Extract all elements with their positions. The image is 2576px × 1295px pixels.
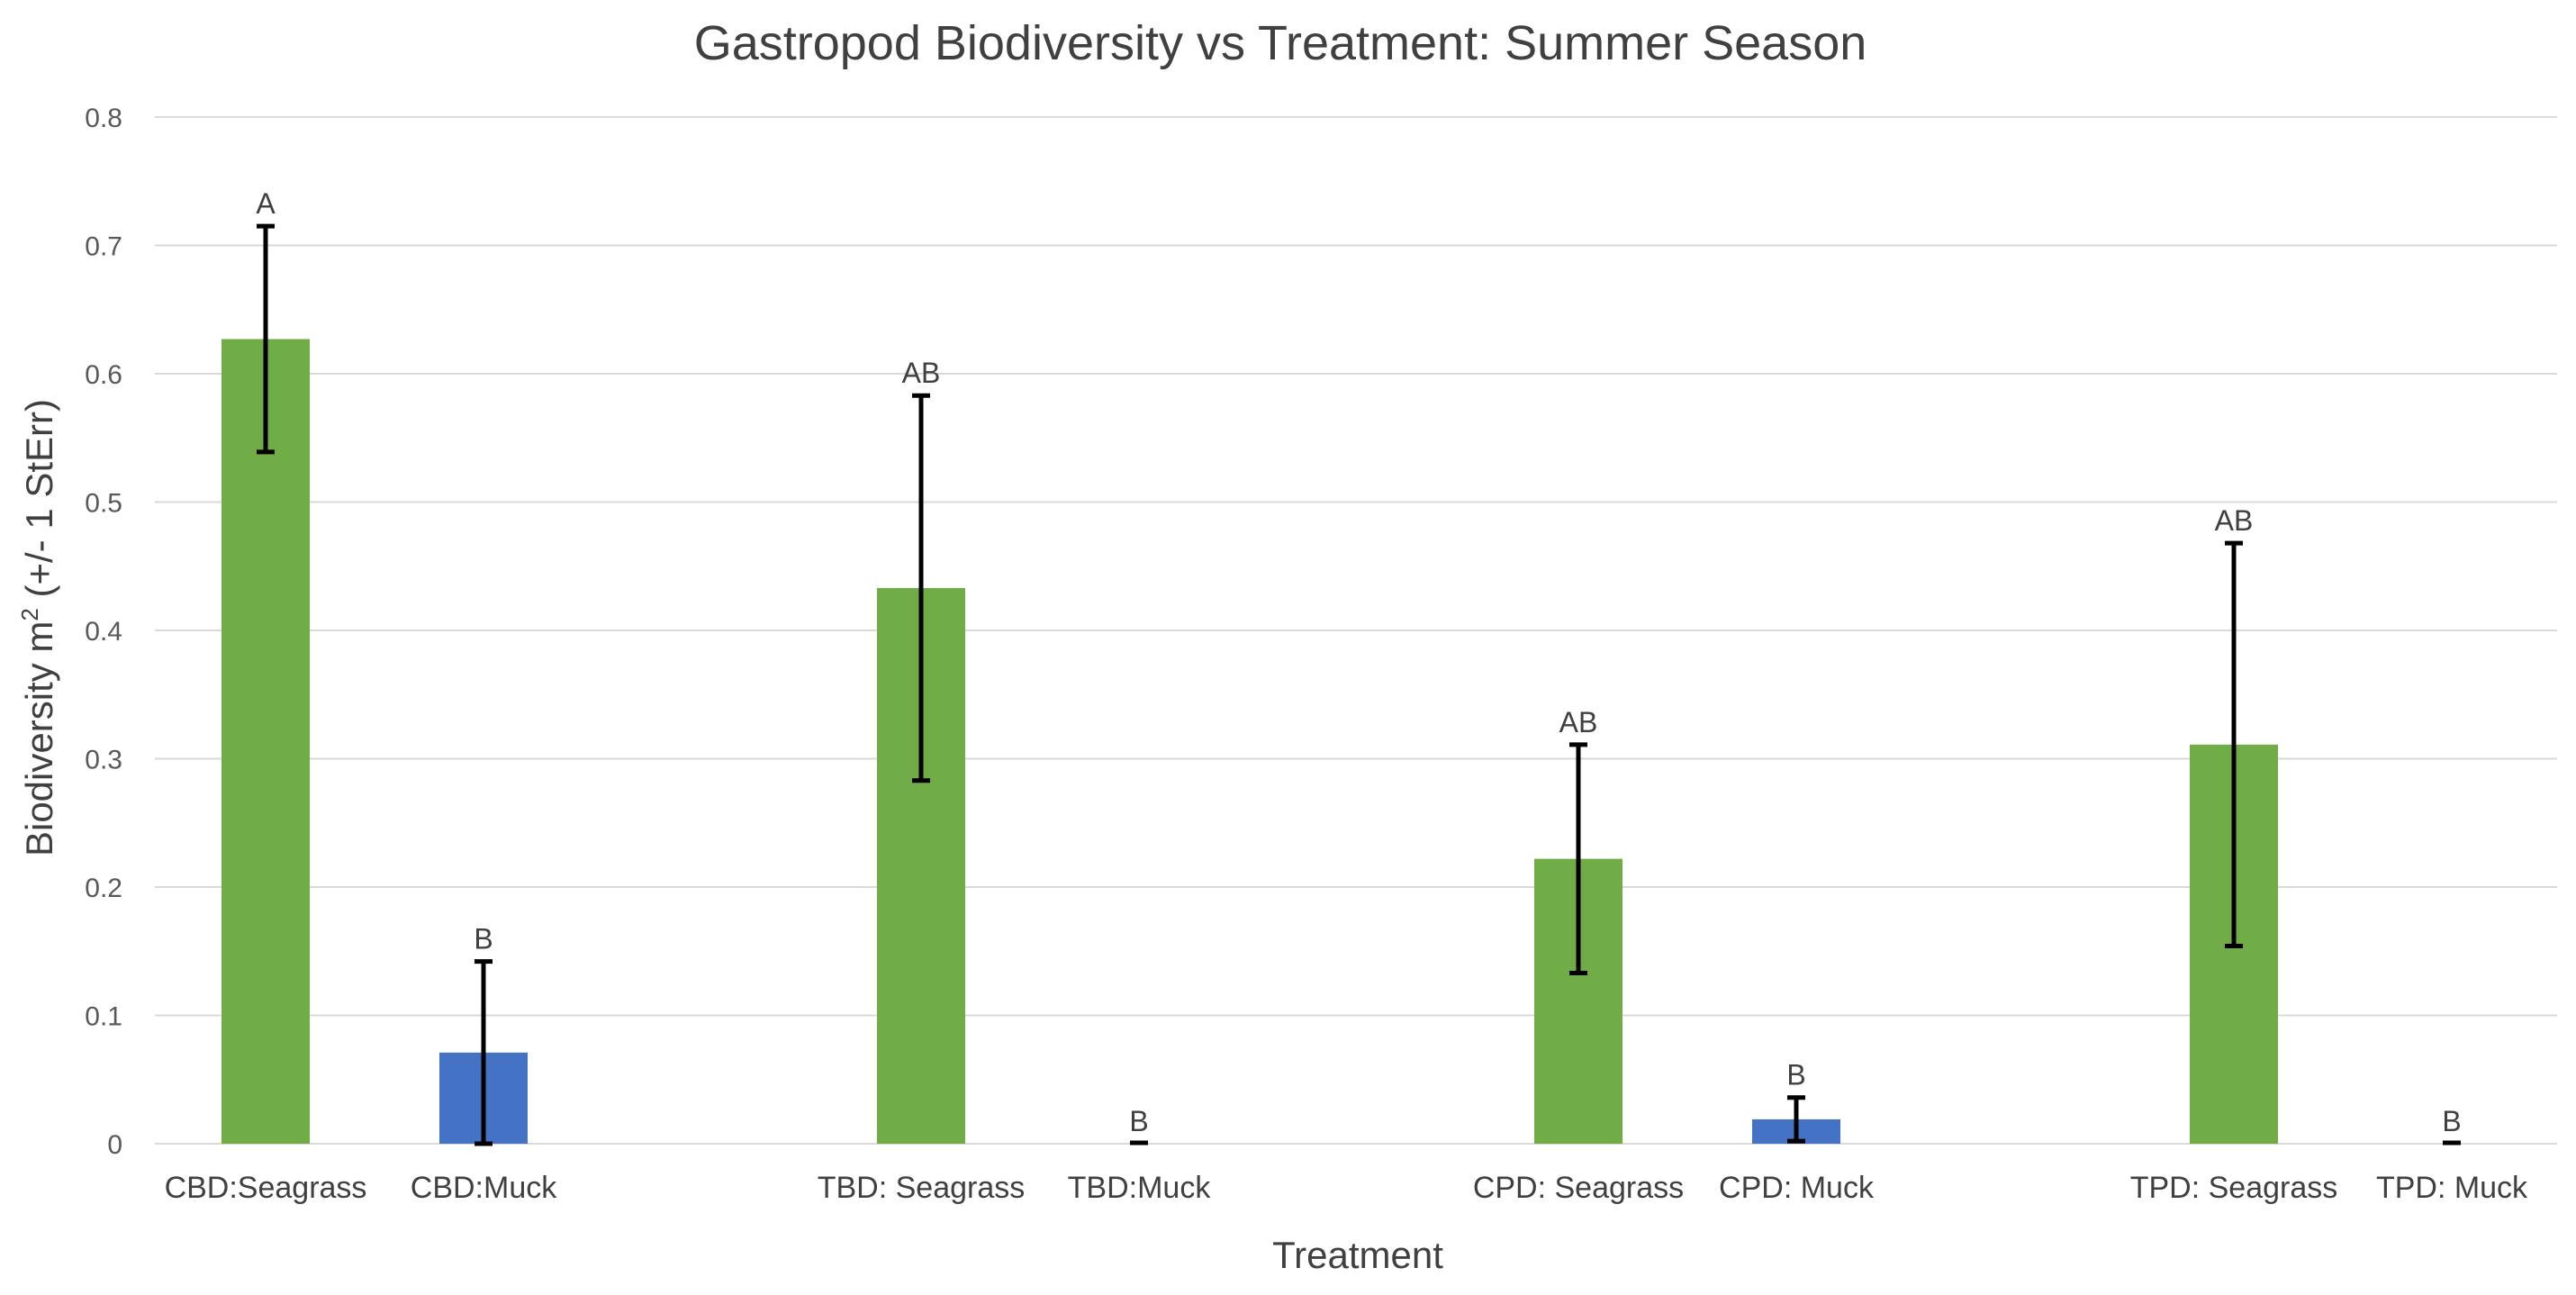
x-category-label: CPD: Muck (1719, 1171, 1875, 1205)
label-layer: 0 0.1 0.2 0.3 0.4 0.5 0.6 0.7 0.8 A CBD:Seagrass B C… (85, 104, 2528, 1205)
x-axis-title: Treatment (1272, 1234, 1443, 1276)
significance-letter: B (1129, 1105, 1148, 1137)
y-tick-label: 0.3 (85, 746, 122, 775)
error-bar-layer (257, 223, 2461, 1146)
y-tick-label: 0.4 (85, 617, 122, 647)
x-category-label: CBD:Seagrass (165, 1171, 367, 1205)
x-category-label: CBD:Muck (411, 1171, 557, 1205)
significance-letter: B (474, 923, 493, 955)
x-category-label: CPD: Seagrass (1473, 1171, 1684, 1205)
grid-layer (155, 116, 2557, 1145)
y-tick-label: 0.8 (85, 104, 122, 133)
y-tick-label: 0 (107, 1130, 122, 1160)
y-axis-title-rest: (+/- 1 StErr) (18, 399, 60, 608)
significance-letter: AB (1559, 706, 1598, 738)
chart-title: Gastropod Biodiversity vs Treatment: Sum… (694, 16, 1867, 70)
bar (221, 339, 310, 1144)
y-axis-title-superscript: 2 (16, 608, 43, 620)
significance-letter: AB (2215, 504, 2254, 537)
x-category-label: TBD:Muck (1068, 1171, 1212, 1205)
y-axis-title-main: Biodiversity m (18, 621, 60, 856)
y-tick-label: 0.2 (85, 874, 122, 903)
y-tick-label: 0.5 (85, 489, 122, 519)
bar-layer (221, 339, 2278, 1144)
y-tick-label: 0.1 (85, 1002, 122, 1032)
y-tick-label: 0.6 (85, 360, 122, 390)
significance-letter: B (2442, 1105, 2461, 1137)
x-category-label: TPD: Muck (2376, 1171, 2528, 1205)
significance-letter: AB (902, 357, 941, 389)
significance-letter: A (256, 187, 276, 220)
x-category-label: TPD: Seagrass (2130, 1171, 2338, 1205)
y-tick-label: 0.7 (85, 232, 122, 262)
significance-letter: B (1786, 1059, 1805, 1091)
y-axis-title: Biodiversity m2 (+/- 1 StErr) (16, 399, 60, 856)
x-category-label: TBD: Seagrass (818, 1171, 1026, 1205)
